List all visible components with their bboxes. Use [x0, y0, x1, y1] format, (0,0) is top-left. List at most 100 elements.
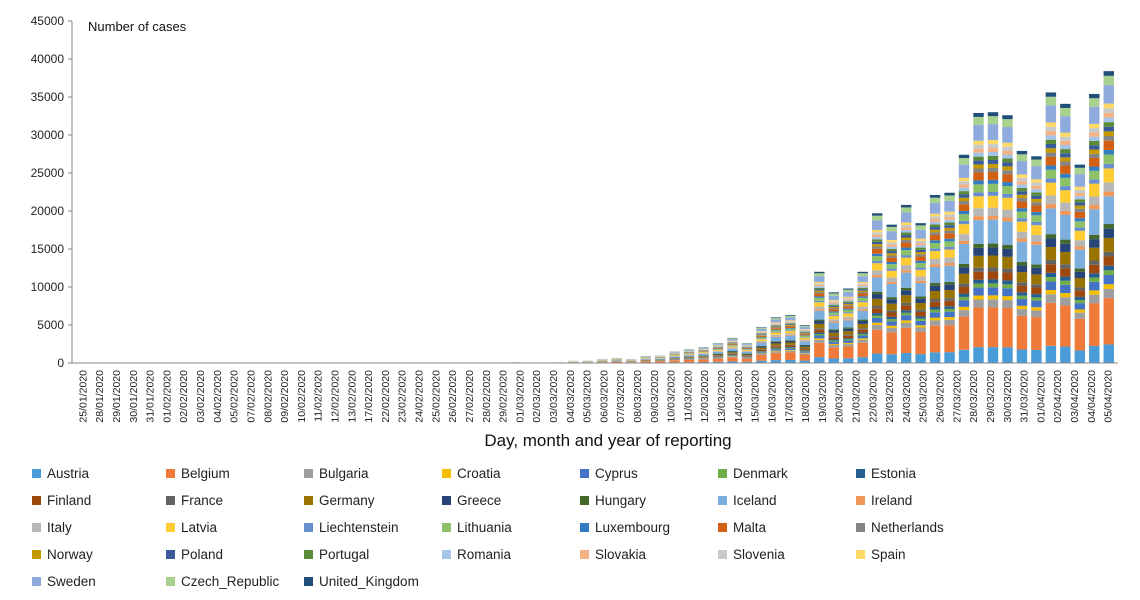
bar-segment: [843, 328, 854, 332]
bar-segment: [857, 281, 868, 284]
bar-segment: [915, 240, 926, 244]
legend-label: Austria: [47, 466, 90, 481]
x-tick-label: 26/02/2020: [447, 370, 459, 423]
x-tick-label: 20/03/2020: [834, 370, 846, 423]
bar-segment: [944, 300, 955, 307]
bar-segment: [770, 323, 782, 324]
bar-segment: [900, 287, 912, 291]
bar-segment: [900, 315, 912, 321]
bar-segment: [1002, 347, 1013, 363]
bar-segment: [973, 347, 984, 363]
bar-segment: [1031, 267, 1042, 275]
bar-segment: [712, 361, 724, 363]
bar-segment: [1060, 103, 1071, 108]
bar-segment: [1002, 284, 1013, 289]
x-axis: 25/01/2020 28/01/2020 29/01/2020 30/01/2020…: [77, 370, 1114, 423]
bar-segment: [770, 323, 782, 325]
x-tick-label: 16/03/2020: [766, 370, 778, 423]
bar-segment: [1016, 282, 1028, 286]
bar-segment: [756, 332, 767, 334]
bar-segment: [1060, 268, 1071, 277]
bar-segment: [857, 284, 868, 287]
bar-segment: [958, 263, 970, 268]
x-tick-label: 12/03/2020: [699, 370, 711, 423]
bar-segment: [944, 265, 955, 282]
bar-segment: [871, 315, 883, 318]
bar-segment: [1002, 166, 1013, 171]
bar-segment: [886, 310, 897, 313]
bar-segment: [1103, 274, 1114, 285]
bar-segment: [828, 339, 840, 341]
bar-segment: [915, 267, 926, 270]
bar-segment: [1089, 239, 1100, 248]
bar-segment: [1060, 186, 1071, 191]
bar-segment: [1074, 309, 1086, 313]
legend-label: Italy: [47, 520, 72, 535]
bar-segment: [770, 345, 782, 347]
bar-stack: [929, 195, 941, 363]
legend-swatch: [32, 577, 41, 586]
bar-segment: [741, 348, 753, 350]
bar-segment: [944, 284, 955, 291]
bar-segment: [1074, 246, 1086, 250]
x-tick-label: 07/02/2020: [245, 370, 257, 423]
bar-segment: [785, 334, 796, 336]
bar-segment: [698, 353, 709, 354]
bar-segment: [756, 346, 767, 348]
bar-segment: [958, 349, 970, 363]
bar-segment: [1074, 277, 1086, 288]
bar-segment: [871, 244, 883, 247]
bar-segment: [973, 144, 984, 149]
bar-segment: [857, 289, 868, 291]
bar-segment: [1016, 150, 1028, 155]
legend-label: Liechtenstein: [319, 520, 399, 535]
bar-segment: [958, 273, 970, 284]
bar-segment: [1002, 296, 1013, 301]
bar-segment: [1045, 122, 1057, 127]
bar-segment: [785, 340, 796, 343]
bar-segment: [843, 306, 854, 309]
bar-segment: [1089, 179, 1100, 184]
legend-item: Poland: [166, 547, 223, 562]
x-tick-label: 05/02/2020: [229, 370, 241, 423]
bar-segment: [1060, 251, 1071, 265]
x-tick-label: 01/04/2020: [1035, 370, 1047, 423]
bar-segment: [1002, 300, 1013, 308]
bar-segment: [915, 320, 926, 326]
bar-segment: [843, 346, 854, 359]
bar-segment: [886, 248, 897, 252]
bar-segment: [1045, 169, 1057, 179]
bar-segment: [958, 154, 970, 159]
bar-segment: [1074, 208, 1086, 212]
bar-segment: [987, 287, 999, 296]
legend-swatch: [442, 496, 451, 505]
bar-segment: [886, 297, 897, 300]
bar-stack: [640, 356, 651, 363]
bar-segment: [871, 232, 883, 235]
bar-segment: [1002, 217, 1013, 222]
bar-segment: [741, 357, 753, 358]
bar-segment: [756, 332, 767, 333]
bar-segment: [770, 349, 782, 351]
y-tick-label: 45000: [31, 14, 65, 28]
bar-segment: [712, 344, 724, 346]
bar-segment: [1060, 243, 1071, 252]
bar-segment: [987, 159, 999, 164]
bar-segment: [1103, 163, 1114, 169]
bar-segment: [929, 229, 941, 233]
bar-segment: [828, 314, 840, 316]
bar-segment: [1060, 132, 1071, 137]
bar-segment: [857, 300, 868, 303]
bar-segment: [857, 290, 868, 293]
bar-segment: [1045, 96, 1057, 106]
legend-swatch: [442, 469, 451, 478]
legend-swatch: [718, 550, 727, 559]
bar-segment: [944, 246, 955, 250]
bar-segment: [727, 339, 738, 341]
bar-segment: [1002, 245, 1013, 249]
bar-segment: [1060, 161, 1071, 166]
bar-segment: [770, 332, 782, 335]
bar-segment: [785, 333, 796, 335]
x-tick-label: 30/03/2020: [1002, 370, 1014, 423]
x-tick-label: 24/03/2020: [901, 370, 913, 423]
